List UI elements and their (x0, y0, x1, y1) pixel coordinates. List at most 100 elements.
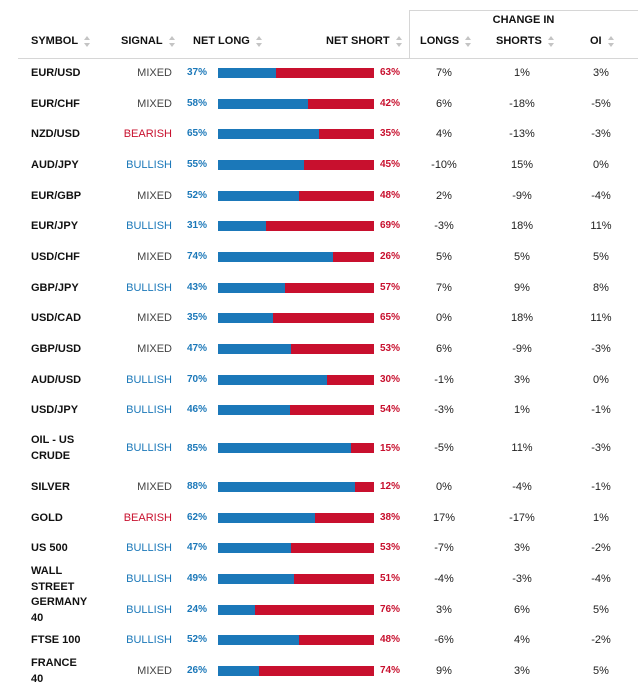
change-shorts: 15% (510, 158, 534, 171)
sentiment-bar (218, 128, 374, 139)
symbol-link[interactable]: USD/CHF (31, 250, 80, 263)
signal-label: BULLISH (126, 281, 172, 294)
change-shorts: 4% (514, 633, 530, 646)
sentiment-bar (218, 542, 374, 553)
table-row[interactable]: FRANCE 40 MIXED 26% 74% 9% 3% 5% (0, 655, 638, 686)
sort-icon[interactable] (395, 35, 403, 47)
signal-label: MIXED (137, 97, 172, 110)
symbol-link[interactable]: OIL - US CRUDE (31, 434, 75, 462)
symbol-link[interactable]: USD/JPY (31, 403, 79, 416)
table-row[interactable]: OIL - US CRUDE BULLISH 85% 15% -5% 11% -3% (0, 425, 638, 471)
sentiment-bar (218, 190, 374, 201)
sort-icon[interactable] (547, 35, 555, 47)
table-row[interactable]: NZD/USD BEARISH 65% 35% 4% -13% -3% (0, 118, 638, 149)
table-row[interactable]: USD/JPY BULLISH 46% 54% -3% 1% -1% (0, 394, 638, 425)
symbol-link[interactable]: GOLD (31, 511, 63, 524)
sentiment-bar (218, 98, 374, 109)
table-row[interactable]: GBP/JPY BULLISH 43% 57% 7% 9% 8% (0, 272, 638, 303)
net-short-percent: 48% (380, 634, 401, 645)
table-row[interactable]: US 500 BULLISH 47% 53% -7% 3% -2% (0, 532, 638, 563)
table-row[interactable]: FTSE 100 BULLISH 52% 48% -6% 4% -2% (0, 624, 638, 655)
net-short-bar (314, 512, 374, 523)
net-short-bar (291, 343, 374, 354)
column-net-short-label: NET SHORT (326, 35, 390, 47)
symbol-link[interactable]: FRANCE 40 (31, 656, 77, 685)
net-short-percent: 57% (380, 282, 401, 293)
change-in-group-header: CHANGE IN (409, 10, 638, 31)
symbol-link[interactable]: WALL STREET (31, 564, 75, 593)
column-signal[interactable]: SIGNAL (121, 35, 176, 47)
signal-label: BULLISH (126, 403, 172, 416)
change-longs: 0% (436, 311, 452, 324)
symbol-link[interactable]: FTSE 100 (31, 633, 81, 646)
symbol-link[interactable]: GERMANY 40 (31, 595, 88, 624)
symbol-link[interactable]: AUD/USD (31, 373, 82, 386)
change-shorts: 18% (510, 311, 534, 324)
symbol-link[interactable]: NZD/USD (31, 127, 80, 140)
net-short-bar (266, 220, 374, 231)
table-row[interactable]: USD/CHF MIXED 74% 26% 5% 5% 5% (0, 241, 638, 272)
symbol-link[interactable]: US 500 (31, 541, 68, 554)
net-short-percent: 12% (380, 481, 401, 492)
column-net-long[interactable]: NET LONG (193, 35, 263, 47)
column-oi[interactable]: OI (590, 35, 615, 47)
sort-icon[interactable] (607, 35, 615, 47)
change-longs: -3% (434, 219, 454, 232)
net-short-percent: 69% (380, 220, 401, 231)
net-long-percent: 55% (186, 159, 207, 170)
sort-icon[interactable] (255, 35, 263, 47)
table-row[interactable]: USD/CAD MIXED 35% 65% 0% 18% 11% (0, 302, 638, 333)
net-long-bar (218, 128, 320, 139)
change-oi: -2% (591, 541, 611, 554)
signal-label: BULLISH (126, 442, 172, 454)
column-longs[interactable]: LONGS (420, 35, 472, 47)
sentiment-bar (218, 374, 374, 385)
signal-label: BEARISH (123, 511, 172, 524)
table-row[interactable]: SILVER MIXED 88% 12% 0% -4% -1% (0, 471, 638, 502)
change-oi: 0% (593, 158, 609, 171)
table-row[interactable]: EUR/CHF MIXED 58% 42% 6% -18% -5% (0, 88, 638, 119)
change-oi: 1% (593, 511, 609, 524)
symbol-link[interactable]: EUR/CHF (31, 97, 80, 110)
table-row[interactable]: WALL STREET BULLISH 49% 51% -4% -3% -4% (0, 563, 638, 594)
change-oi: -4% (591, 572, 611, 585)
symbol-link[interactable]: AUD/JPY (31, 158, 79, 171)
net-short-bar (291, 542, 374, 553)
net-long-bar (218, 443, 351, 453)
table-row[interactable]: EUR/USD MIXED 37% 63% 7% 1% 3% (0, 57, 638, 88)
net-long-bar (218, 542, 292, 553)
column-symbol[interactable]: SYMBOL (31, 35, 91, 47)
symbol-link[interactable]: EUR/USD (31, 66, 81, 79)
net-long-percent: 52% (186, 634, 207, 645)
signal-label: BEARISH (123, 127, 172, 140)
table-row[interactable]: GERMANY 40 BULLISH 24% 76% 3% 6% 5% (0, 594, 638, 625)
symbol-link[interactable]: GBP/JPY (31, 281, 79, 294)
symbol-link[interactable]: EUR/JPY (31, 219, 79, 232)
table-row[interactable]: GOLD BEARISH 62% 38% 17% -17% 1% (0, 502, 638, 533)
sort-icon[interactable] (168, 35, 176, 47)
net-short-percent: 45% (380, 159, 401, 170)
change-shorts: 6% (514, 603, 530, 616)
change-shorts: -4% (512, 480, 532, 493)
table-row[interactable]: GBP/USD MIXED 47% 53% 6% -9% -3% (0, 333, 638, 364)
table-row[interactable]: EUR/GBP MIXED 52% 48% 2% -9% -4% (0, 180, 638, 211)
change-oi: 8% (593, 281, 609, 294)
symbol-link[interactable]: EUR/GBP (31, 189, 82, 202)
change-shorts: 1% (514, 403, 530, 416)
symbol-link[interactable]: SILVER (31, 480, 70, 493)
net-long-percent: 85% (186, 442, 207, 454)
column-shorts[interactable]: SHORTS (496, 35, 555, 47)
symbol-link[interactable]: USD/CAD (31, 311, 82, 324)
net-short-percent: 38% (380, 512, 401, 523)
symbol-link[interactable]: GBP/USD (31, 342, 82, 355)
net-short-percent: 26% (380, 251, 401, 262)
sort-icon[interactable] (84, 35, 91, 47)
net-short-bar (299, 634, 374, 645)
net-long-percent: 49% (186, 573, 207, 584)
net-long-percent: 47% (186, 542, 207, 553)
table-row[interactable]: AUD/USD BULLISH 70% 30% -1% 3% 0% (0, 364, 638, 395)
sort-icon[interactable] (465, 35, 472, 47)
table-row[interactable]: AUD/JPY BULLISH 55% 45% -10% 15% 0% (0, 149, 638, 180)
table-row[interactable]: EUR/JPY BULLISH 31% 69% -3% 18% 11% (0, 210, 638, 241)
column-net-short[interactable]: NET SHORT (326, 35, 403, 47)
